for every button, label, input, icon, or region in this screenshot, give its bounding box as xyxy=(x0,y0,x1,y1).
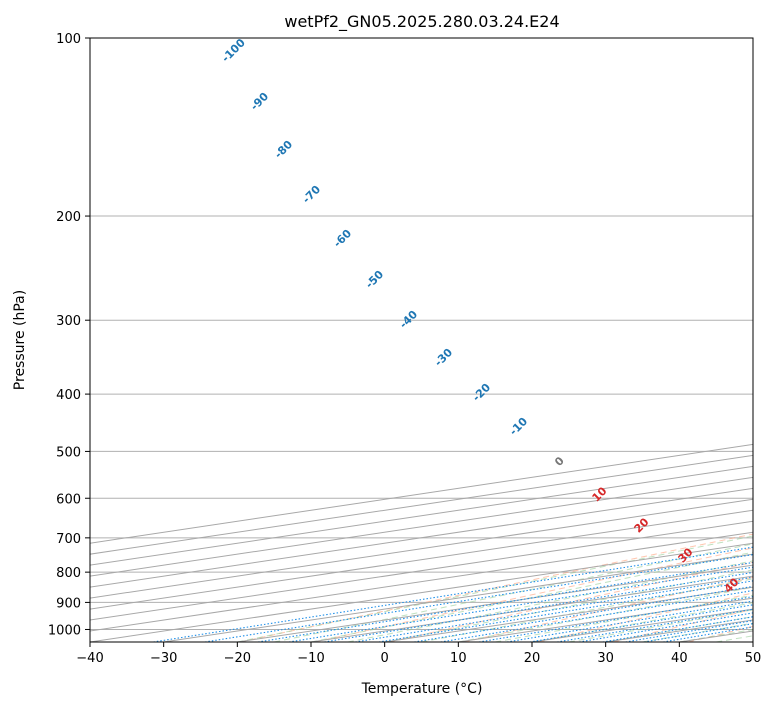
isotherm xyxy=(90,454,753,555)
x-tick-label: 20 xyxy=(524,651,541,666)
y-tick-label: 200 xyxy=(56,210,81,225)
isotherm xyxy=(90,487,753,588)
x-tick-label: −40 xyxy=(76,651,103,666)
x-axis: −40 −30 −20 −10 0 10 20 30 40 50 xyxy=(76,642,761,666)
x-tick-label: 50 xyxy=(745,651,762,666)
y-axis: 1000 900 800 700 600 500 400 300 200 100 xyxy=(48,32,90,638)
mixing-ratio-line xyxy=(556,608,753,642)
y-tick-label: 300 xyxy=(56,314,81,329)
x-tick-label: −10 xyxy=(297,651,324,666)
y-tick-label: 1000 xyxy=(48,623,81,638)
x-tick-label: 40 xyxy=(671,651,688,666)
mixing-ratio-line xyxy=(414,585,753,642)
x-tick-label: 10 xyxy=(450,651,467,666)
moist-adiabat xyxy=(347,560,753,642)
y-tick-label: 400 xyxy=(56,388,81,403)
isotherm xyxy=(90,443,753,544)
mixing-ratio-line xyxy=(529,604,753,642)
dry-adiabat xyxy=(239,533,753,642)
mixing-ratio-line xyxy=(257,561,753,642)
x-tick-label: −30 xyxy=(150,651,177,666)
x-tick-label: 30 xyxy=(597,651,614,666)
mixing-ratio-line xyxy=(378,580,753,642)
y-tick-label: 800 xyxy=(56,566,81,581)
plot-frame xyxy=(89,37,754,643)
isotherm xyxy=(90,465,753,566)
mixing-ratio-line xyxy=(288,566,753,642)
background-lines xyxy=(90,38,753,642)
x-tick-label: 0 xyxy=(381,651,389,666)
y-tick-label: 500 xyxy=(56,445,81,460)
x-tick-label: −20 xyxy=(224,651,251,666)
moist-adiabat xyxy=(310,551,753,642)
chart-title: wetPf2_GN05.2025.280.03.24.E24 xyxy=(284,12,559,32)
x-axis-label: Temperature (°C) xyxy=(361,681,483,697)
mixing-ratio-line xyxy=(506,600,753,642)
isotherm xyxy=(90,498,753,599)
moist-adiabat xyxy=(495,594,753,642)
isotherm xyxy=(90,476,753,577)
moist-adiabat xyxy=(274,543,753,642)
y-tick-label: 900 xyxy=(56,596,81,611)
isotherm xyxy=(90,509,753,610)
y-tick-label: 600 xyxy=(56,492,81,507)
y-axis-label: Pressure (hPa) xyxy=(12,290,28,390)
y-tick-label: 700 xyxy=(56,532,81,547)
dry-adiabat xyxy=(389,561,753,642)
mixing-ratio-line xyxy=(153,546,753,642)
isotherm xyxy=(90,520,753,621)
y-tick-label: 100 xyxy=(56,32,81,47)
dry-adiabat xyxy=(463,576,753,642)
isotherm xyxy=(90,531,753,632)
